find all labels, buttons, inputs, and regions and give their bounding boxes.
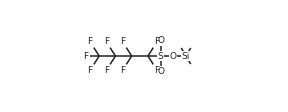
Text: S: S <box>158 52 164 60</box>
Text: F: F <box>104 66 109 75</box>
Text: O: O <box>157 36 164 45</box>
Text: Si: Si <box>182 52 190 60</box>
Text: F: F <box>83 52 88 60</box>
Text: F: F <box>120 37 125 46</box>
Text: F: F <box>104 37 109 46</box>
Text: F: F <box>120 66 125 75</box>
Text: F: F <box>87 66 92 75</box>
Text: F: F <box>154 66 160 75</box>
Text: F: F <box>154 37 160 46</box>
Text: O: O <box>170 52 177 60</box>
Text: F: F <box>87 37 92 46</box>
Text: O: O <box>157 67 164 76</box>
